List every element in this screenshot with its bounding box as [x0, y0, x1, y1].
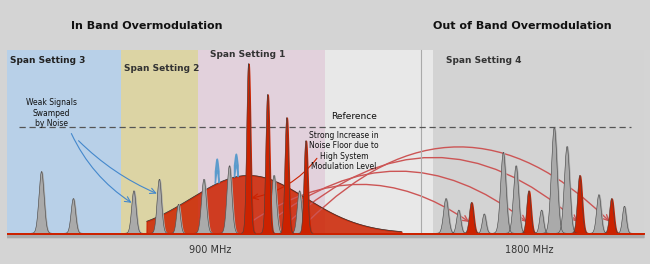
Text: 900 MHz: 900 MHz: [189, 245, 231, 255]
Text: Reference: Reference: [332, 112, 377, 121]
Text: Weak Signals
Swamped
by Noise: Weak Signals Swamped by Noise: [25, 98, 77, 128]
Bar: [6, 50, 121, 233]
Bar: [121, 50, 198, 233]
Text: Out of Band Overmodulation: Out of Band Overmodulation: [433, 21, 612, 31]
Text: Span Setting 1: Span Setting 1: [211, 50, 286, 59]
Text: Strong Increase in
Noise Floor due to
High System
Modulation Level: Strong Increase in Noise Floor due to Hi…: [309, 131, 379, 171]
Bar: [434, 50, 644, 233]
Text: In Band Overmodulation: In Band Overmodulation: [71, 21, 222, 31]
Text: 1800 MHz: 1800 MHz: [504, 245, 553, 255]
Text: Span Setting 4: Span Setting 4: [446, 56, 521, 65]
Bar: [198, 50, 325, 233]
Bar: [6, 50, 644, 233]
Text: Span Setting 3: Span Setting 3: [10, 56, 85, 65]
Text: Span Setting 2: Span Setting 2: [124, 64, 200, 73]
